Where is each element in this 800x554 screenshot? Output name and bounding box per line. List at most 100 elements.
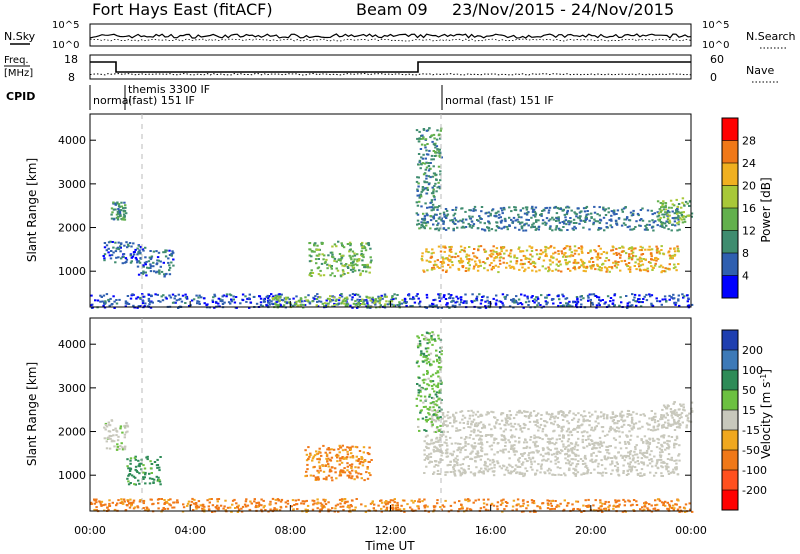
heatmap-cell xyxy=(473,265,476,268)
heatmap-cell xyxy=(545,206,549,209)
heatmap-cell xyxy=(452,468,455,471)
heatmap-cell xyxy=(545,452,548,455)
heatmap-cell xyxy=(530,460,533,463)
heatmap-cell xyxy=(467,262,470,264)
heatmap-cell xyxy=(672,468,675,471)
heatmap-cell xyxy=(433,263,437,266)
heatmap-cell xyxy=(557,411,560,414)
heatmap-cell xyxy=(156,458,159,461)
heatmap-cell xyxy=(584,270,587,273)
heatmap-cell xyxy=(304,508,307,511)
heatmap-cell xyxy=(508,305,512,308)
heatmap-cell xyxy=(327,254,330,257)
heatmap-cell xyxy=(143,261,147,264)
heatmap-cell xyxy=(536,505,539,508)
heatmap-cell xyxy=(565,504,569,507)
heatmap-cell xyxy=(675,466,678,469)
heatmap-cell xyxy=(429,176,432,179)
heatmap-cell xyxy=(607,304,610,307)
heatmap-cell xyxy=(664,267,667,270)
heatmap-cell xyxy=(514,464,518,467)
heatmap-cell xyxy=(621,245,624,248)
heatmap-cell xyxy=(447,258,450,261)
heatmap-cell xyxy=(526,297,529,300)
heatmap-cell xyxy=(585,205,589,208)
heatmap-cell xyxy=(677,218,680,221)
heatmap-cell xyxy=(136,296,140,299)
heatmap-cell xyxy=(99,294,102,297)
heatmap-cell xyxy=(541,430,544,433)
heatmap-cell xyxy=(618,304,621,307)
heatmap-cell xyxy=(211,511,214,513)
heatmap-cell xyxy=(331,479,334,482)
heatmap-cell xyxy=(216,504,219,507)
heatmap-cell xyxy=(643,435,647,438)
heatmap-cell xyxy=(356,260,359,263)
heatmap-cell xyxy=(574,227,577,230)
heatmap-cell xyxy=(626,302,629,305)
heatmap-cell xyxy=(455,295,458,298)
heatmap-cell xyxy=(495,299,498,302)
heatmap-cell xyxy=(501,510,504,513)
heatmap-cell xyxy=(466,455,470,458)
heatmap-cell xyxy=(438,155,442,158)
heatmap-cell xyxy=(505,421,508,424)
heatmap-cell xyxy=(576,449,579,451)
heatmap-cell xyxy=(597,462,600,465)
heatmap-cell xyxy=(144,246,147,249)
heatmap-cell xyxy=(650,294,654,297)
heatmap-cell xyxy=(506,420,509,423)
heatmap-cell xyxy=(472,209,475,212)
heatmap-cell xyxy=(617,261,620,263)
heatmap-cell xyxy=(651,213,654,216)
heatmap-cell xyxy=(660,443,663,446)
heatmap-cell xyxy=(468,215,471,218)
heatmap-cell xyxy=(673,250,677,253)
heatmap-cell xyxy=(310,269,313,272)
heatmap-cell xyxy=(581,441,584,444)
heatmap-cell xyxy=(428,127,431,130)
heatmap-cell xyxy=(529,411,532,414)
heatmap-cell xyxy=(486,458,490,461)
heatmap-cell xyxy=(432,215,435,218)
heatmap-cell xyxy=(217,297,220,300)
heatmap-cell xyxy=(340,256,344,259)
heatmap-cell xyxy=(116,443,119,446)
heatmap-cell xyxy=(329,274,332,277)
heatmap-cell xyxy=(531,225,534,228)
heatmap-cell xyxy=(473,299,476,302)
heatmap-cell xyxy=(320,262,324,265)
heatmap-cell xyxy=(617,505,620,507)
heatmap-cell xyxy=(390,506,394,509)
heatmap-cell xyxy=(419,389,422,392)
heatmap-cell xyxy=(594,420,597,423)
heatmap-cell xyxy=(495,211,498,214)
heatmap-cell xyxy=(674,217,677,220)
heatmap-cell xyxy=(564,474,567,477)
heatmap-cell xyxy=(508,216,511,219)
heatmap-cell xyxy=(648,462,652,465)
heatmap-cell xyxy=(648,245,651,248)
heatmap-cell xyxy=(484,300,487,303)
heatmap-cell xyxy=(654,262,657,265)
heatmap-cell xyxy=(341,449,345,452)
heatmap-cell xyxy=(560,474,563,476)
heatmap-cell xyxy=(651,305,655,308)
heatmap-cell xyxy=(589,472,593,474)
heatmap-cell xyxy=(579,258,583,261)
heatmap-cell xyxy=(107,300,111,303)
heatmap-cell xyxy=(443,215,446,218)
heatmap-cell xyxy=(325,454,329,457)
heatmap-cell xyxy=(217,302,220,305)
heatmap-cell xyxy=(627,499,630,502)
heatmap-cell xyxy=(433,267,436,270)
heatmap-cell xyxy=(125,261,128,263)
heatmap-cell xyxy=(525,507,528,510)
heatmap-cell xyxy=(418,302,421,305)
heatmap-cell xyxy=(470,430,473,433)
heatmap-cell xyxy=(544,223,547,226)
heatmap-cell xyxy=(341,269,345,272)
heatmap-cell xyxy=(315,298,319,300)
heatmap-cell xyxy=(110,213,113,216)
heatmap-cell xyxy=(479,217,482,219)
